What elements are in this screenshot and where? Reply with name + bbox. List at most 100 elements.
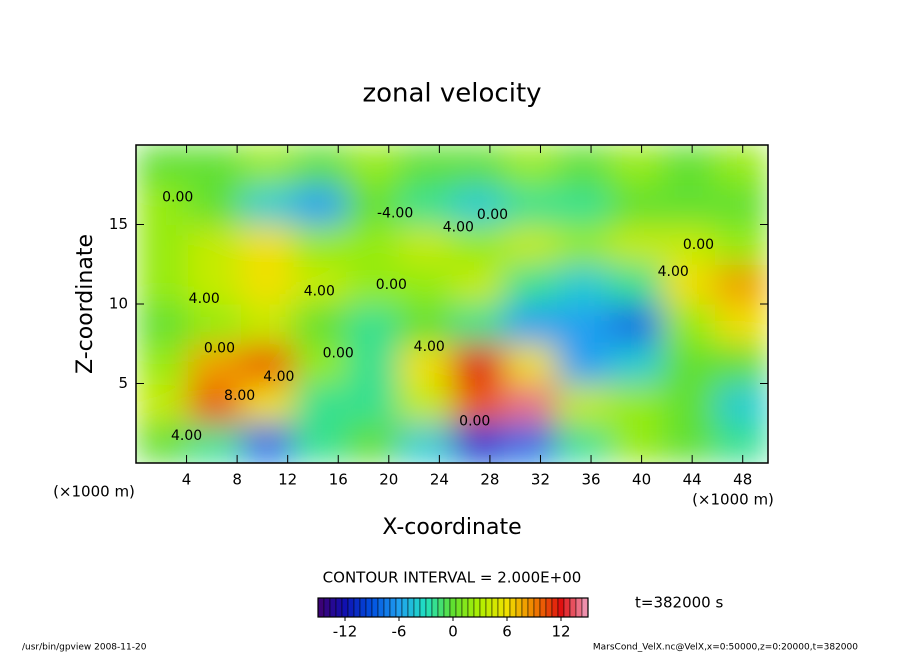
field-cell <box>346 145 400 186</box>
field-cell <box>136 145 190 186</box>
chart-title: zonal velocity <box>362 79 541 109</box>
colorbar-box <box>563 597 571 618</box>
contour-label: 4.00 <box>263 369 294 385</box>
field-cell <box>398 263 453 305</box>
field-cell <box>188 263 242 305</box>
x-tick-label: 40 <box>632 471 651 489</box>
x-unit: (×1000 m) <box>692 491 774 509</box>
field-cell <box>188 303 242 345</box>
field-cell <box>714 184 768 225</box>
colorbar-box <box>557 597 565 618</box>
field-cell <box>398 224 453 265</box>
colorbar-tick-label: 0 <box>448 623 458 641</box>
colorbar-tick-label: 6 <box>502 623 512 641</box>
x-tick-label: 32 <box>531 471 550 489</box>
colorbar-box <box>431 597 439 618</box>
field-cell <box>662 422 716 463</box>
colorbar-box <box>407 597 415 618</box>
field-cell <box>398 343 453 384</box>
contour-label: 4.00 <box>414 339 445 355</box>
field-cell <box>662 184 716 225</box>
contour-interval: CONTOUR INTERVAL = 2.000E+00 <box>323 569 582 587</box>
colorbar-box <box>527 597 535 618</box>
field-cell <box>714 422 768 463</box>
colorbar-box <box>455 597 463 618</box>
field-cell <box>293 303 348 345</box>
plot-frame <box>135 144 769 464</box>
field-cell <box>556 422 611 463</box>
colorbar-box <box>365 597 373 618</box>
field-cell <box>662 343 716 384</box>
field-cell <box>662 303 716 345</box>
field-cell <box>293 145 348 186</box>
contour-label: 0.00 <box>683 237 714 253</box>
field-cell <box>346 383 400 424</box>
x-tick-label: 28 <box>480 471 499 489</box>
field-cells <box>136 145 768 463</box>
field-cell <box>188 422 242 463</box>
field-cell <box>609 145 664 186</box>
field-cell <box>714 383 768 424</box>
field-cell <box>609 184 664 225</box>
colorbar-box <box>467 597 475 618</box>
contour-label: 0.00 <box>459 414 490 430</box>
contour-label: 4.00 <box>171 428 202 444</box>
field-cell <box>398 303 453 345</box>
field-cell <box>136 422 190 463</box>
colorbar-box <box>419 597 427 618</box>
x-tick-label: 12 <box>278 471 297 489</box>
contour-label: -4.00 <box>377 205 413 221</box>
field-cell <box>293 224 348 265</box>
colorbar-box <box>371 597 379 618</box>
field-cell <box>240 145 295 186</box>
colorbar-box <box>335 597 343 618</box>
field-cell <box>451 343 506 384</box>
field-cell <box>556 224 611 265</box>
field-cell <box>136 263 190 305</box>
x-tick-label: 44 <box>683 471 702 489</box>
contour-label: 4.00 <box>443 220 474 236</box>
contour-label: 0.00 <box>162 189 193 205</box>
field-cell <box>293 263 348 305</box>
field-cell <box>714 263 768 305</box>
contour-label: 0.00 <box>204 341 235 357</box>
colorbar-box <box>425 597 433 618</box>
footer-left: /usr/bin/gpview 2008-11-20 <box>22 643 147 653</box>
colorbar-box <box>377 597 385 618</box>
colorbar-box <box>323 597 331 618</box>
field-cell <box>451 224 506 265</box>
field-cell <box>556 184 611 225</box>
field-cell <box>188 145 242 186</box>
field-cell <box>451 383 506 424</box>
colorbar-box <box>413 597 421 618</box>
field-cell <box>714 303 768 345</box>
colorbar-box <box>473 597 481 618</box>
field-cell <box>293 383 348 424</box>
field-cell <box>451 303 506 345</box>
field-cell <box>240 422 295 463</box>
colorbar-tick-label: -6 <box>392 623 407 641</box>
field-cell <box>504 263 558 305</box>
colorbar-box <box>503 597 511 618</box>
colorbar-box <box>437 597 445 618</box>
contour-label: 4.00 <box>304 283 335 299</box>
field-cell <box>293 184 348 225</box>
field-cell <box>346 263 400 305</box>
field-cell <box>662 263 716 305</box>
field-cell <box>346 422 400 463</box>
field-cell <box>398 145 453 186</box>
colorbar-box <box>329 597 337 618</box>
field-cell <box>293 343 348 384</box>
y-tick-label: 15 <box>109 215 128 233</box>
field-cell <box>662 145 716 186</box>
field-cell <box>556 263 611 305</box>
field-cell <box>346 343 400 384</box>
contour-label: 0.00 <box>376 277 407 293</box>
field-cell <box>240 184 295 225</box>
field-cell <box>504 422 558 463</box>
field-cell <box>346 184 400 225</box>
contour-label: 0.00 <box>323 345 354 361</box>
colorbar-box <box>539 597 547 618</box>
x-tick-label: 36 <box>581 471 600 489</box>
x-tick-label: 24 <box>430 471 449 489</box>
